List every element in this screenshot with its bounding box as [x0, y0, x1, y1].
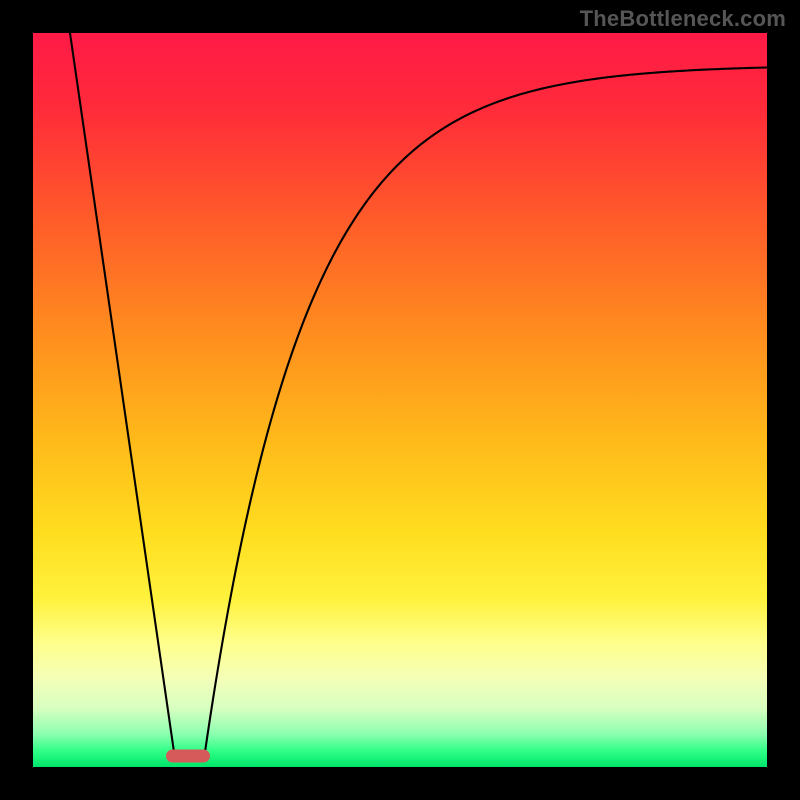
watermark-text: TheBottleneck.com	[580, 6, 786, 32]
bottleneck-marker	[166, 750, 210, 763]
gradient-plot-area	[33, 33, 767, 767]
chart-svg	[0, 0, 800, 800]
chart-root: TheBottleneck.com	[0, 0, 800, 800]
